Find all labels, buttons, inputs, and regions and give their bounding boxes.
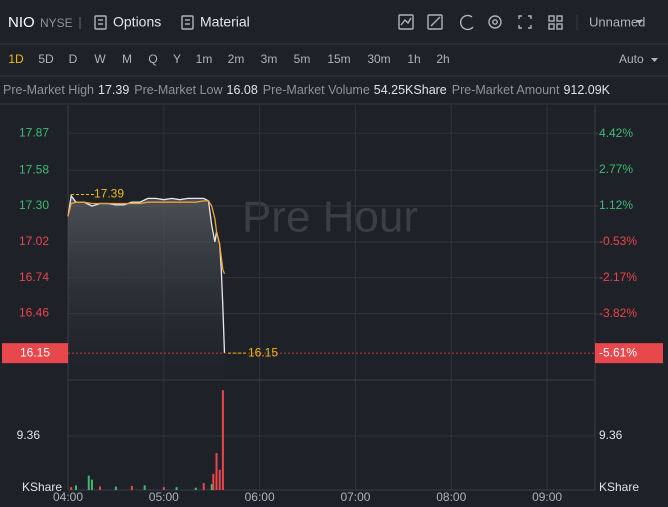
volume-bar	[90, 479, 93, 490]
last-change-box	[595, 343, 663, 364]
period-tab[interactable]: 3m	[261, 52, 278, 66]
material-icon[interactable]	[181, 15, 194, 30]
average-line	[67, 200, 226, 275]
volume-bar	[218, 469, 221, 490]
stat-value: 912.09K	[563, 83, 610, 97]
volume-unit: KShare	[599, 480, 639, 494]
volume-bar	[70, 487, 73, 490]
volume-bar	[162, 487, 165, 490]
volume-bar	[114, 486, 117, 490]
y-tick-label: 16.46	[19, 306, 49, 320]
x-tick-label: 09:00	[532, 490, 562, 504]
stat-value: 17.39	[98, 83, 129, 97]
stat-label: Pre-Market Low	[134, 83, 223, 97]
volume-bar	[202, 483, 205, 490]
volume-bar	[74, 485, 77, 490]
layout-icon[interactable]	[548, 15, 563, 30]
draw-icon[interactable]	[427, 14, 443, 30]
x-tick-label: 05:00	[149, 490, 179, 504]
adjust-select[interactable]: Auto	[619, 52, 644, 66]
period-tab[interactable]: Q	[148, 52, 157, 66]
reset-icon[interactable]	[459, 14, 474, 31]
period-tab[interactable]: 15m	[327, 52, 350, 66]
y-tick-label: 17.02	[19, 234, 49, 248]
y2-tick-label: -2.17%	[599, 270, 637, 284]
x-tick-label: 07:00	[340, 490, 370, 504]
y-tick-label: 17.58	[19, 162, 49, 176]
period-tab[interactable]: 30m	[367, 52, 390, 66]
last-price-box	[2, 343, 68, 364]
indicator-icon[interactable]	[398, 14, 414, 30]
options-icon[interactable]	[94, 15, 107, 30]
volume-bar	[210, 484, 213, 490]
volume-bar	[221, 390, 224, 490]
y-tick-label: 16.74	[19, 270, 49, 284]
volume-bar	[130, 485, 133, 490]
stat-label: Pre-Market Amount	[452, 83, 560, 97]
period-tab[interactable]: 1D	[8, 52, 24, 66]
settings-icon[interactable]	[488, 15, 502, 29]
period-tab[interactable]: 2m	[228, 52, 245, 66]
x-tick-label: 06:00	[245, 490, 275, 504]
y2-tick-label: 4.42%	[599, 126, 633, 140]
volume-bar	[194, 487, 197, 490]
stat-value: 54.25KShare	[374, 83, 447, 97]
period-tab[interactable]: 5m	[294, 52, 311, 66]
period-tab[interactable]: D	[69, 52, 78, 66]
high-marker-label: 17.39	[94, 187, 124, 201]
y2-tick-label: -0.53%	[599, 234, 637, 248]
volume-tick-label: 9.36	[599, 428, 623, 442]
watermark: Pre Hour	[242, 193, 418, 242]
stats-row: Pre-Market High 17.39 Pre-Market Low 16.08 P…	[3, 83, 611, 97]
material-button[interactable]: Material	[200, 14, 250, 30]
period-tab[interactable]: 1h	[407, 52, 420, 66]
toolbar-icons	[398, 14, 563, 31]
x-tick-label: 08:00	[436, 490, 466, 504]
volume-tick-label: 9.36	[17, 428, 41, 442]
volume-unit: KShare	[22, 480, 62, 494]
volume-bar	[212, 473, 215, 490]
period-tab[interactable]: Y	[173, 52, 181, 66]
y-tick-label: 17.87	[19, 125, 49, 139]
layout-name[interactable]: Unnamed	[589, 14, 645, 29]
last-change-label: -5.61%	[599, 345, 637, 359]
period-tab[interactable]: 5D	[38, 52, 54, 66]
volume-bar	[215, 453, 218, 490]
period-tab[interactable]: 1m	[196, 52, 213, 66]
y2-tick-label: 2.77%	[599, 162, 633, 176]
stat-label: Pre-Market High	[3, 83, 94, 97]
volume-bar	[143, 485, 146, 490]
low-marker-label: 16.15	[248, 345, 278, 359]
period-tab[interactable]: 2h	[436, 52, 449, 66]
y-tick-label: 17.30	[19, 198, 49, 212]
period-tab[interactable]: M	[122, 52, 132, 66]
stat-label: Pre-Market Volume	[263, 83, 370, 97]
y2-tick-label: -3.82%	[599, 306, 637, 320]
chart: 04:00 05:00 06:00 07:00 08:00 09:00 17.87 17.58…	[2, 105, 663, 504]
period-tab[interactable]: W	[94, 52, 106, 66]
volume-bar	[98, 486, 101, 490]
dropdown-arrow[interactable]	[636, 20, 643, 24]
dropdown-arrow[interactable]	[651, 58, 658, 62]
period-bar: 1D 5D D W M Q Y 1m 2m 3m 5m 15m 30m 1h 2h	[8, 52, 449, 66]
exchange: NYSE	[40, 16, 73, 30]
symbol[interactable]: NIO	[8, 14, 35, 31]
y2-tick-label: 1.12%	[599, 198, 633, 212]
fullscreen-icon[interactable]	[518, 15, 532, 29]
x-tick-label: 04:00	[53, 490, 83, 504]
last-price-label: 16.15	[20, 345, 50, 359]
volume-bar	[87, 475, 90, 490]
volume-bar	[175, 487, 178, 490]
price-area	[68, 195, 225, 380]
stat-value: 16.08	[227, 83, 258, 97]
options-button[interactable]: Options	[113, 14, 161, 30]
